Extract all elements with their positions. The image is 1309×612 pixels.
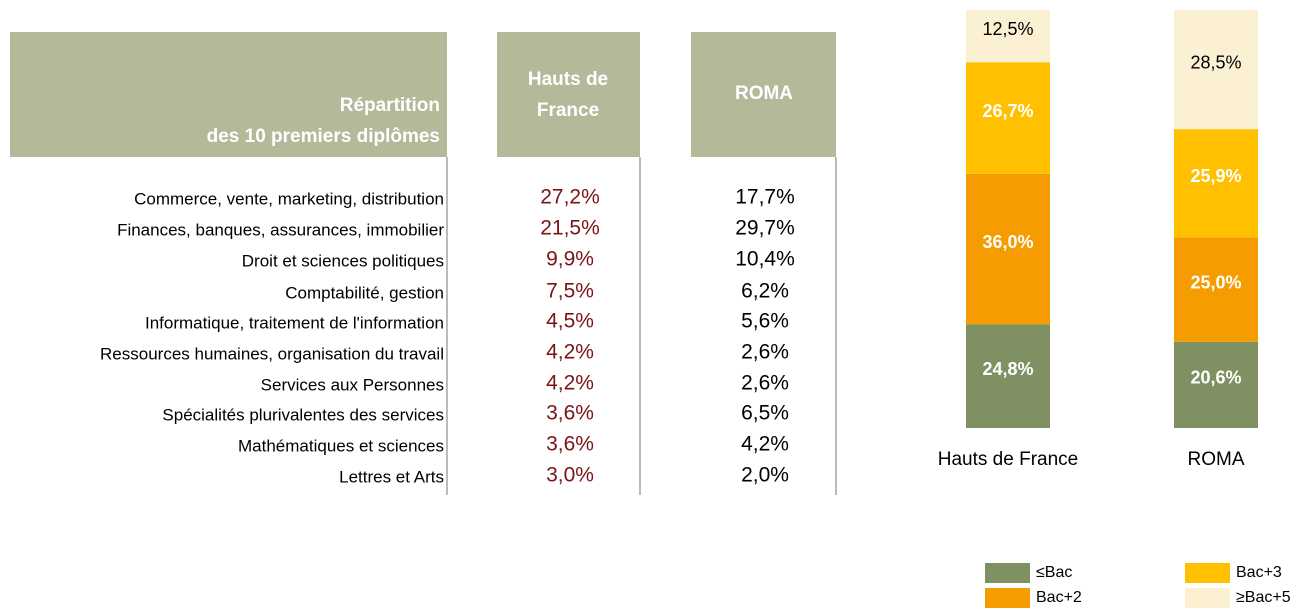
cell-value: 2,6% [741, 341, 789, 364]
cell-value: 27,2% [540, 186, 600, 209]
row-label: Comptabilité, gestion [285, 283, 444, 302]
data-label: 20,6% [1190, 368, 1241, 388]
data-label: 25,9% [1190, 166, 1241, 186]
legend-label: Bac+3 [1236, 564, 1282, 581]
legend-label: ≥Bac+5 [1236, 589, 1291, 606]
header-text: ROMA [735, 83, 793, 104]
legend-label: Bac+2 [1036, 589, 1082, 606]
cell-value: 7,5% [546, 280, 594, 303]
cell-value: 3,0% [546, 464, 594, 487]
bar-segment [966, 173, 1050, 325]
data-label: 26,7% [982, 101, 1033, 121]
category-label: Hauts de France [938, 449, 1078, 470]
data-label: 24,8% [982, 359, 1033, 379]
data-label: 36,0% [982, 232, 1033, 252]
cell-value: 2,0% [741, 464, 789, 487]
header-text: Répartition [340, 95, 440, 116]
row-label: Services aux Personnes [261, 375, 444, 394]
data-label: 28,5% [1190, 52, 1241, 72]
row-label: Commerce, vente, marketing, distribution [134, 189, 444, 208]
cell-value: 6,2% [741, 280, 789, 303]
cell-value: 4,2% [741, 433, 789, 456]
cell-value: 3,6% [546, 402, 594, 425]
row-label: Lettres et Arts [339, 467, 444, 486]
header-cell [497, 32, 640, 157]
bar-segment [1174, 237, 1258, 342]
legend-swatch [1185, 588, 1230, 608]
cell-value: 3,6% [546, 433, 594, 456]
header-cell [10, 32, 447, 157]
data-label: 12,5% [982, 19, 1033, 39]
bar-segment [966, 62, 1050, 174]
cell-value: 5,6% [741, 310, 789, 333]
category-label: ROMA [1188, 449, 1245, 470]
cell-value: 10,4% [735, 248, 795, 271]
legend-swatch [1185, 563, 1230, 583]
legend-label: ≤Bac [1036, 564, 1072, 581]
cell-value: 4,5% [546, 310, 594, 333]
legend-swatch [985, 588, 1030, 608]
cell-value: 2,6% [741, 372, 789, 395]
header-text: Hauts de [528, 69, 608, 90]
cell-value: 6,5% [741, 402, 789, 425]
row-label: Spécialités plurivalentes des services [162, 405, 444, 424]
cell-value: 29,7% [735, 217, 795, 240]
bar-segment [966, 10, 1050, 63]
cell-value: 17,7% [735, 186, 795, 209]
row-label: Informatique, traitement de l'informatio… [145, 313, 444, 332]
header-text: France [537, 100, 599, 121]
row-label: Finances, banques, assurances, immobilie… [117, 220, 444, 239]
bar-segment [966, 324, 1050, 428]
header-text: des 10 premiers diplômes [207, 126, 440, 147]
bar-segment [1174, 10, 1258, 130]
legend-swatch [985, 563, 1030, 583]
row-label: Droit et sciences politiques [242, 251, 444, 270]
cell-value: 21,5% [540, 217, 600, 240]
bar-segment [1174, 341, 1258, 428]
bar-segment [1174, 129, 1258, 238]
data-label: 25,0% [1190, 272, 1241, 292]
cell-value: 4,2% [546, 341, 594, 364]
cell-value: 9,9% [546, 248, 594, 271]
row-label: Ressources humaines, organisation du tra… [100, 344, 444, 363]
cell-value: 4,2% [546, 372, 594, 395]
row-label: Mathématiques et sciences [238, 436, 444, 455]
header-cell [691, 32, 836, 157]
